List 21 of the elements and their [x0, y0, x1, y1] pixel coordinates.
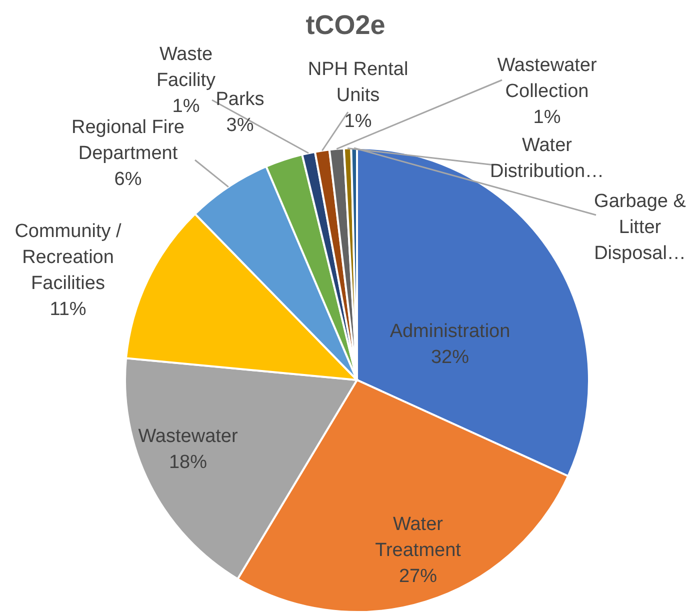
slice-label: Community / Recreation Facilities	[14, 221, 122, 294]
data-label: 18%	[168, 452, 208, 473]
slice-label: Parks	[216, 89, 264, 110]
data-label: 3%	[226, 115, 254, 136]
data-label: 11%	[50, 299, 86, 320]
slice-label: Garbage & Litter Disposal…	[594, 191, 686, 264]
data-label: 1%	[172, 96, 200, 117]
data-label: 32%	[430, 347, 470, 368]
slice-label: Administration	[390, 321, 510, 342]
data-label: 6%	[114, 169, 142, 190]
data-label: 27%	[398, 566, 438, 587]
data-label: 1%	[344, 111, 372, 132]
slice-label: Waste Facility	[156, 44, 216, 91]
slice-label: Regional Fire Department	[72, 117, 184, 164]
slice-label: Wastewater Collection	[497, 55, 598, 102]
chart-title: tCO2e	[306, 10, 386, 40]
slice-label: Water Treatment	[375, 514, 462, 561]
slice-label: Water Distribution…	[490, 135, 604, 182]
data-label: 1%	[533, 107, 561, 128]
slice-label: Wastewater	[138, 426, 238, 447]
slice-label: NPH Rental Units	[308, 59, 408, 106]
